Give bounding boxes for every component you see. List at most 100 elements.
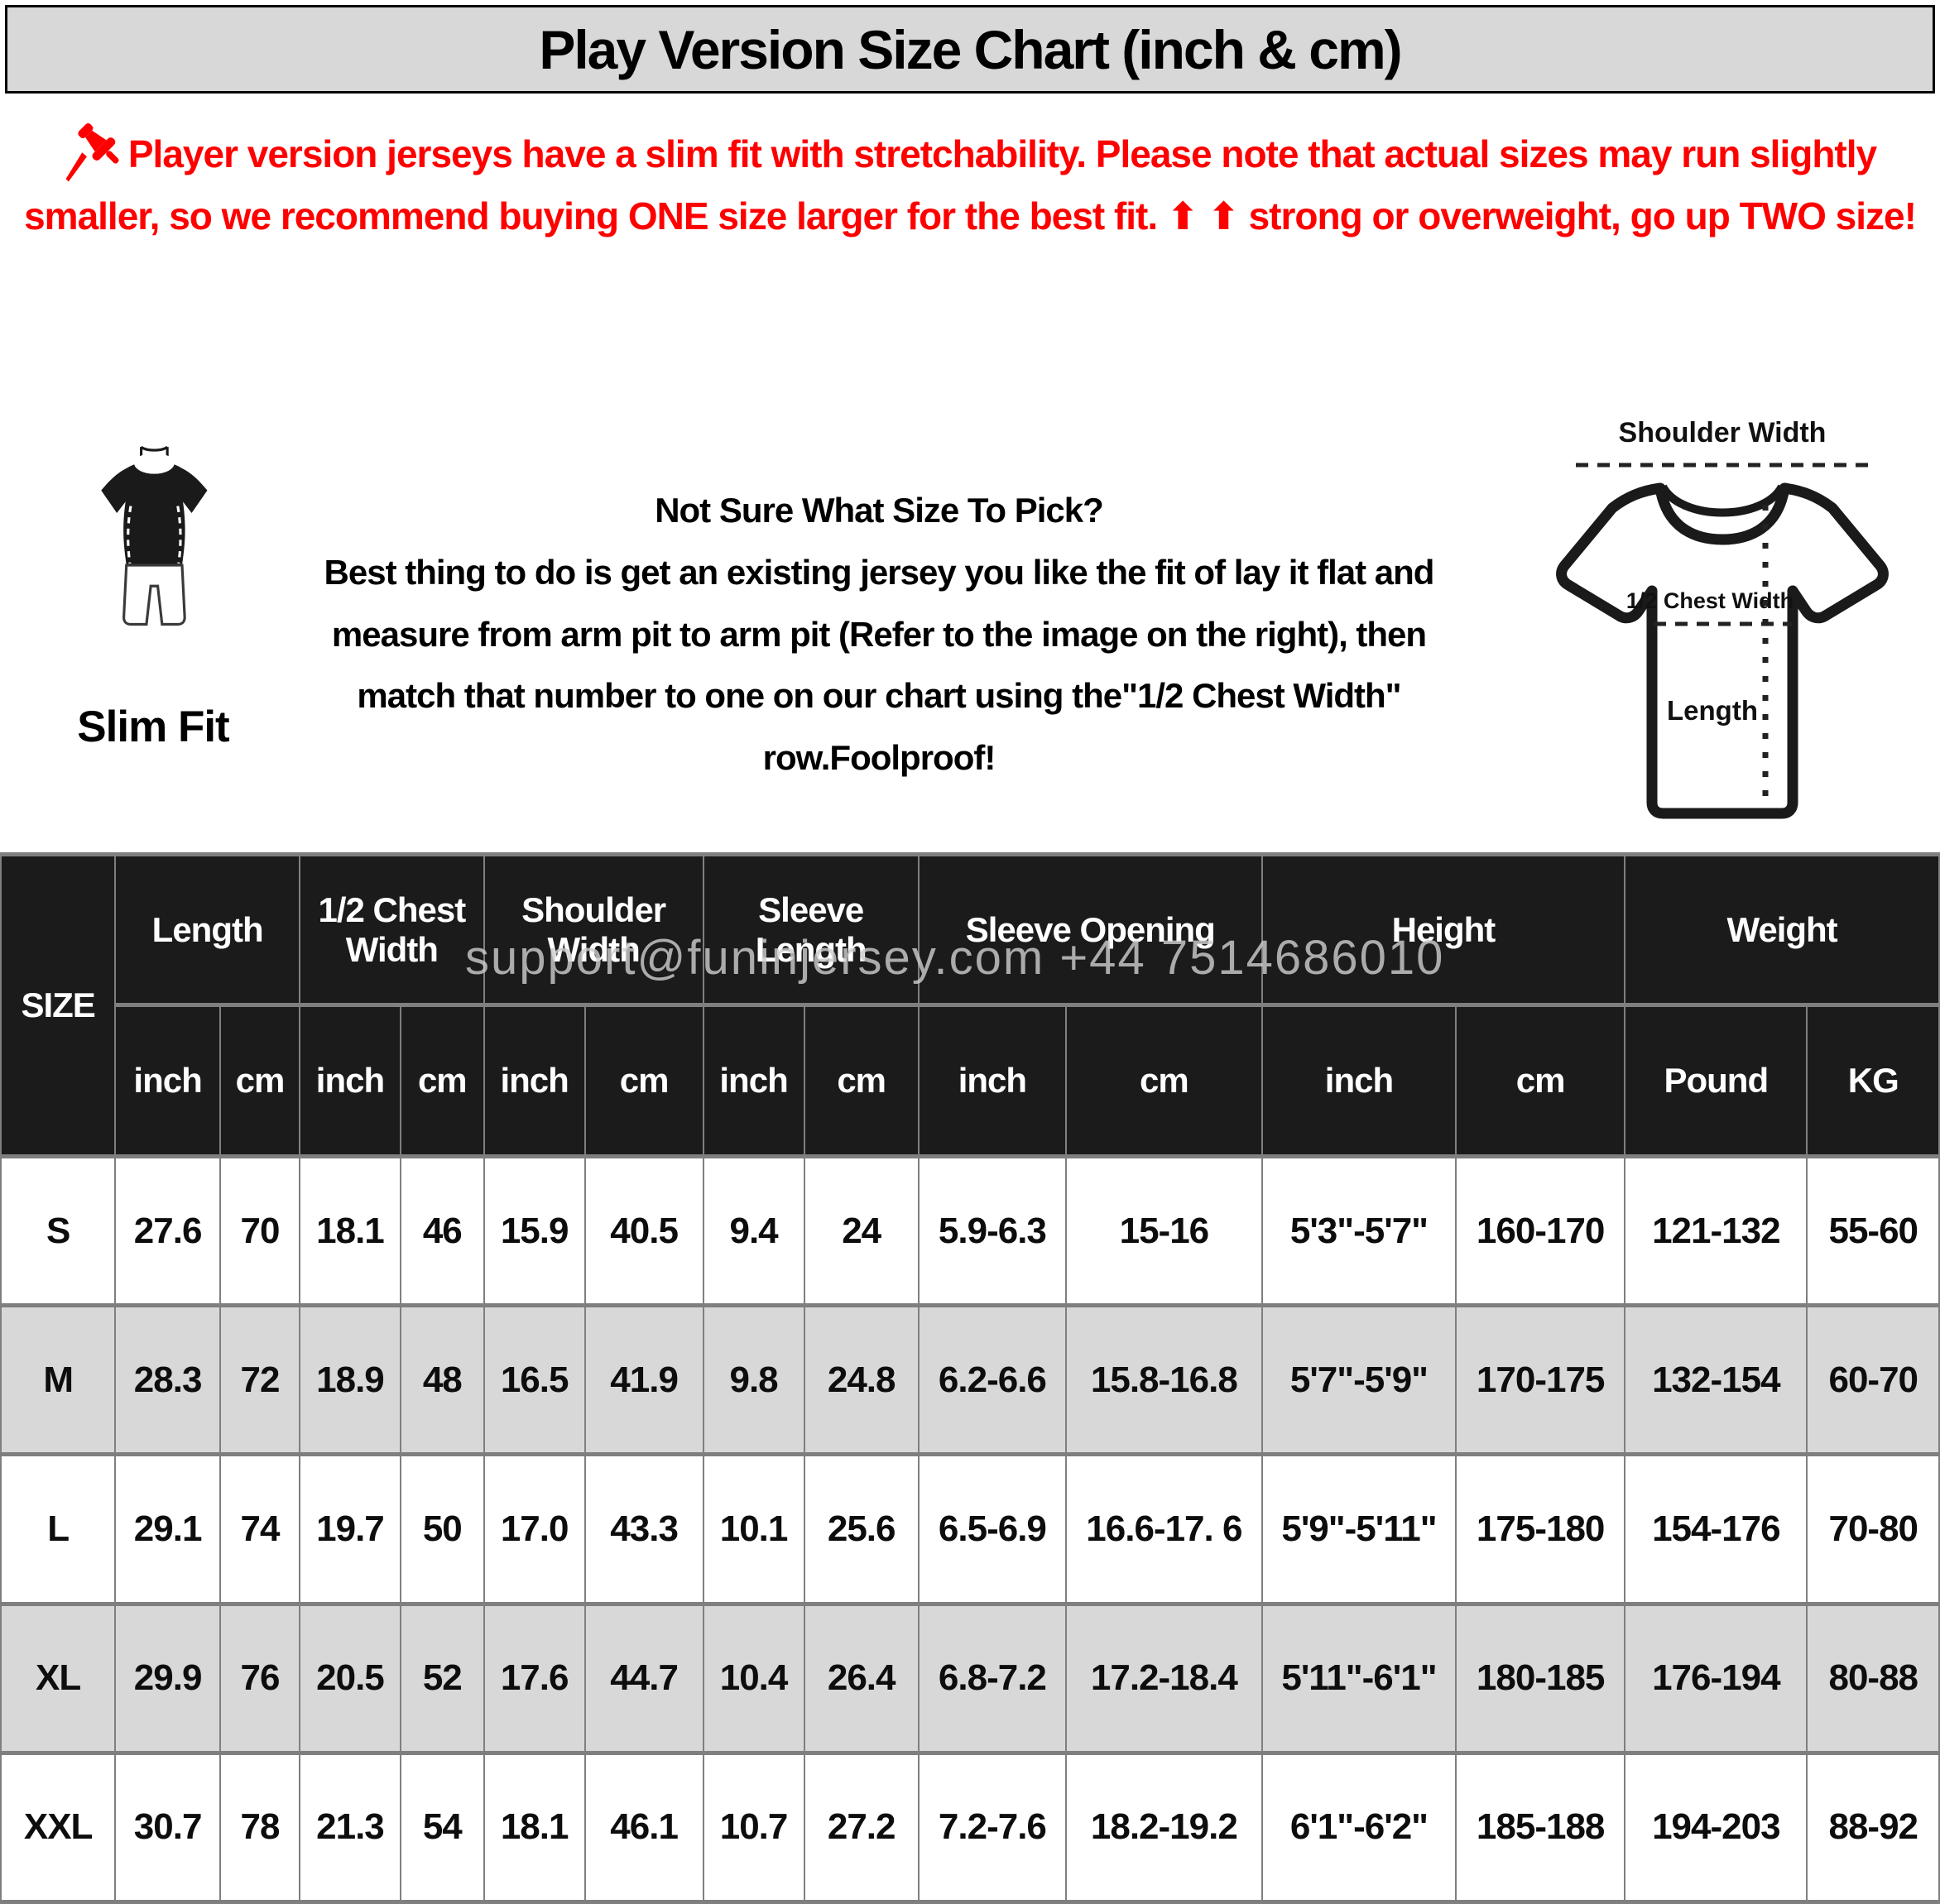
value-cell: 18.9: [299, 1303, 401, 1457]
slim-fit-label: Slim Fit: [77, 703, 229, 751]
value-cell: 5'3"-5'7": [1261, 1153, 1457, 1308]
value-cell: 175-180: [1455, 1452, 1626, 1606]
size-cell: S: [0, 1153, 117, 1308]
value-cell: 29.1: [114, 1452, 221, 1606]
value-cell: 76: [218, 1601, 301, 1755]
value-cell: 9.4: [702, 1153, 805, 1308]
value-cell: 24.8: [803, 1303, 920, 1457]
table-row: M 28.3 72 18.9 48 16.5 41.9 9.8 24.8 6.2-6.6 15.8-…: [0, 1303, 1940, 1457]
size-cell: XXL: [0, 1750, 117, 1904]
notice-banner: Player version jerseys have a slim fit w…: [10, 116, 1930, 247]
group-header: Length: [114, 852, 300, 1007]
value-cell: 80-88: [1806, 1601, 1940, 1755]
value-cell: 7.2-7.6: [917, 1750, 1067, 1904]
group-header: Height: [1261, 852, 1626, 1007]
value-cell: 46: [399, 1153, 485, 1308]
value-cell: 132-154: [1624, 1303, 1808, 1457]
length-label: Length: [1667, 695, 1758, 726]
shoulder-width-label: Shoulder Width: [1619, 417, 1827, 448]
value-cell: 6.8-7.2: [917, 1601, 1067, 1755]
value-cell: 30.7: [114, 1750, 221, 1904]
size-cell: L: [0, 1452, 117, 1606]
tshirt-measure-diagram: Shoulder Width 1/2 Chest Width Length: [1556, 417, 1889, 819]
unit-header: cm: [399, 1003, 485, 1158]
value-cell: 50: [399, 1452, 485, 1606]
value-cell: 121-132: [1624, 1153, 1808, 1308]
unit-header: cm: [218, 1003, 301, 1158]
value-cell: 48: [399, 1303, 485, 1457]
half-chest-width-label: 1/2 Chest Width: [1626, 588, 1794, 613]
value-cell: 41.9: [583, 1303, 704, 1457]
figure-shorts: [122, 564, 186, 626]
table-row: S 27.6 70 18.1 46 15.9 40.5 9.4 24 5.9-6.3 15-16 5'…: [0, 1153, 1940, 1308]
table-row: L 29.1 74 19.7 50 17.0 43.3 10.1 25.6 6.5-6.9 16.6…: [0, 1452, 1940, 1606]
value-cell: 74: [218, 1452, 301, 1606]
size-table-section: SIZE Length 1/2 Chest Width Shoulder Width S…: [0, 852, 1940, 1904]
value-cell: 25.6: [803, 1452, 920, 1606]
page-title: Play Version Size Chart (inch & cm): [539, 18, 1402, 80]
value-cell: 18.2-19.2: [1064, 1750, 1263, 1904]
figure-top: [101, 461, 208, 566]
group-header: Sleeve Length: [702, 852, 920, 1007]
value-cell: 17.0: [483, 1452, 586, 1606]
unit-header: inch: [702, 1003, 805, 1158]
pushpin-icon: [65, 123, 119, 182]
value-cell: 170-175: [1455, 1303, 1626, 1457]
value-cell: 18.1: [483, 1750, 586, 1904]
title-bar: Play Version Size Chart (inch & cm): [5, 5, 1935, 94]
value-cell: 88-92: [1806, 1750, 1940, 1904]
value-cell: 6.5-6.9: [917, 1452, 1067, 1606]
value-cell: 180-185: [1455, 1601, 1626, 1755]
value-cell: 44.7: [583, 1601, 704, 1755]
value-cell: 18.1: [299, 1153, 401, 1308]
value-cell: 5'11"-6'1": [1261, 1601, 1457, 1755]
value-cell: 27.6: [114, 1153, 221, 1308]
group-header: Shoulder Width: [483, 852, 704, 1007]
guide-heading: Not Sure What Size To Pick?: [655, 491, 1104, 530]
table-row: XXL 30.7 78 21.3 54 18.1 46.1 10.7 27.2 7.2-7.6 18…: [0, 1750, 1940, 1904]
notice-text: Player version jerseys have a slim fit w…: [24, 132, 1917, 237]
guide-body: Best thing to do is get an existing jers…: [324, 552, 1435, 777]
value-cell: 15.8-16.8: [1064, 1303, 1263, 1457]
value-cell: 26.4: [803, 1601, 920, 1755]
value-cell: 29.9: [114, 1601, 221, 1755]
size-column-header: SIZE: [0, 852, 117, 1158]
value-cell: 16.6-17. 6: [1064, 1452, 1263, 1606]
tshirt-outline: [1556, 482, 1889, 819]
value-cell: 24: [803, 1153, 920, 1308]
value-cell: 10.7: [702, 1750, 805, 1904]
unit-header: cm: [1064, 1003, 1263, 1158]
group-header: 1/2 Chest Width: [299, 852, 485, 1007]
unit-header: inch: [483, 1003, 586, 1158]
unit-header: cm: [803, 1003, 920, 1158]
slim-fit-figure: [101, 445, 208, 626]
unit-header: inch: [299, 1003, 401, 1158]
value-cell: 160-170: [1455, 1153, 1626, 1308]
value-cell: 40.5: [583, 1153, 704, 1308]
value-cell: 52: [399, 1601, 485, 1755]
value-cell: 9.8: [702, 1303, 805, 1457]
size-guide-text: Not Sure What Size To Pick? Best thing t…: [291, 480, 1467, 789]
value-cell: 55-60: [1806, 1153, 1940, 1308]
table-row: XL 29.9 76 20.5 52 17.6 44.7 10.4 26.4 6.8-7.2 17.…: [0, 1601, 1940, 1755]
group-header: Weight: [1624, 852, 1940, 1007]
unit-header: Pound: [1624, 1003, 1808, 1158]
value-cell: 46.1: [583, 1750, 704, 1904]
pushpin-needle: [65, 152, 87, 182]
size-table: SIZE Length 1/2 Chest Width Shoulder Width S…: [0, 852, 1940, 1904]
unit-header: cm: [1455, 1003, 1626, 1158]
value-cell: 54: [399, 1750, 485, 1904]
size-cell: XL: [0, 1601, 117, 1755]
value-cell: 5'7"-5'9": [1261, 1303, 1457, 1457]
unit-header: cm: [583, 1003, 704, 1158]
value-cell: 43.3: [583, 1452, 704, 1606]
value-cell: 20.5: [299, 1601, 401, 1755]
value-cell: 176-194: [1624, 1601, 1808, 1755]
value-cell: 10.1: [702, 1452, 805, 1606]
value-cell: 17.6: [483, 1601, 586, 1755]
value-cell: 72: [218, 1303, 301, 1457]
value-cell: 194-203: [1624, 1750, 1808, 1904]
value-cell: 6.2-6.6: [917, 1303, 1067, 1457]
value-cell: 70-80: [1806, 1452, 1940, 1606]
